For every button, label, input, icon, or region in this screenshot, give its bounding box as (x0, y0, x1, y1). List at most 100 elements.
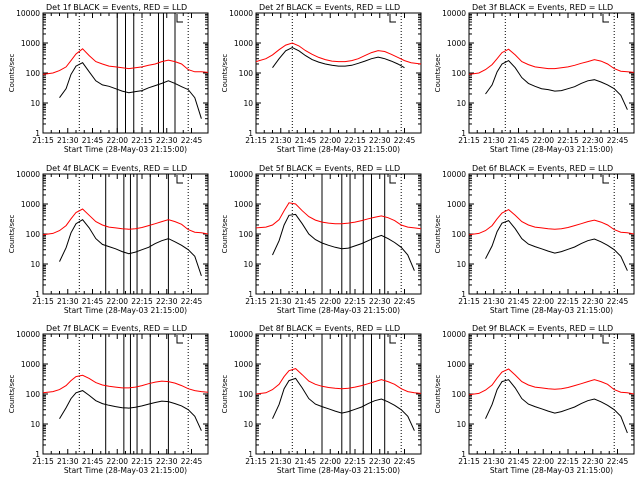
y-tick-label: 10000 (442, 330, 466, 339)
x-tick-label: 22:45 (181, 136, 203, 145)
y-tick-label: 1000 (234, 39, 253, 48)
x-tick-label: 21:15 (458, 457, 480, 466)
x-tick-label: 21:45 (295, 136, 317, 145)
x-tick-label: 22:30 (582, 457, 604, 466)
y-tick-label: 10000 (229, 330, 253, 339)
x-tick-label: 21:15 (245, 297, 267, 306)
x-tick-label: 21:15 (32, 297, 54, 306)
y-tick-label: 10000 (442, 170, 466, 179)
corner-marker (602, 175, 609, 184)
lld-series-line (42, 208, 209, 236)
y-tick-label: 1 (35, 450, 40, 459)
plot-frame (255, 12, 422, 134)
y-tick-label: 10000 (16, 9, 40, 18)
lld-series-line (255, 202, 422, 230)
chart-title: Det 9f BLACK = Events, RED = LLD (472, 324, 613, 333)
corner-marker (389, 335, 396, 344)
x-tick-label: 21:15 (32, 457, 54, 466)
y-axis-label: Counts/sec (221, 375, 229, 414)
chart-panel-9: Det 9f BLACK = Events, RED = LLD 1 10 100 10… (434, 324, 635, 475)
x-tick-label: 21:30 (57, 457, 79, 466)
plot-frame (42, 333, 209, 455)
corner-marker (176, 175, 183, 184)
x-tick-label: 22:45 (394, 297, 416, 306)
chart-panel-8: Det 8f BLACK = Events, RED = LLD 1 10 100 10… (221, 324, 422, 475)
y-tick-label: 100 (26, 390, 41, 399)
y-tick-label: 10000 (229, 9, 253, 18)
y-tick-label: 100 (26, 69, 41, 78)
y-tick-label: 1000 (447, 360, 466, 369)
x-tick-label: 21:30 (270, 297, 292, 306)
x-tick-label: 21:30 (57, 136, 79, 145)
y-tick-label: 1 (461, 290, 466, 299)
x-tick-label: 22:45 (607, 297, 629, 306)
x-tick-label: 22:15 (344, 297, 366, 306)
y-axis-label: Counts/sec (434, 375, 442, 414)
x-axis-label: Start Time (28-May-03 21:15:00) (64, 306, 187, 315)
y-tick-label: 1000 (21, 360, 40, 369)
chart-title: Det 1f BLACK = Events, RED = LLD (46, 3, 187, 12)
y-tick-label: 1000 (447, 200, 466, 209)
y-tick-label: 1000 (21, 200, 40, 209)
chart-panel-2: Det 2f BLACK = Events, RED = LLD 1 10 100 10… (221, 3, 422, 154)
chart-title: Det 4f BLACK = Events, RED = LLD (46, 164, 187, 173)
x-tick-label: 22:00 (106, 136, 128, 145)
x-axis-label: Start Time (28-May-03 21:15:00) (64, 466, 187, 475)
y-axis-label: Counts/sec (221, 54, 229, 93)
chart-panel-5: Det 5f BLACK = Events, RED = LLD 1 10 100 10… (221, 164, 422, 315)
x-tick-label: 22:45 (181, 297, 203, 306)
lld-series-line (468, 368, 635, 396)
lld-series-line (255, 42, 422, 65)
y-tick-label: 10000 (442, 9, 466, 18)
x-tick-label: 22:45 (607, 136, 629, 145)
x-tick-label: 22:00 (319, 457, 341, 466)
x-tick-label: 22:30 (369, 297, 391, 306)
plot-frame (468, 173, 635, 295)
y-tick-label: 100 (452, 230, 467, 239)
corner-marker (602, 335, 609, 344)
x-tick-label: 21:45 (508, 136, 530, 145)
chart-panel-6: Det 6f BLACK = Events, RED = LLD 1 10 100 10… (434, 164, 635, 315)
y-axis-label: Counts/sec (8, 375, 16, 414)
x-axis-label: Start Time (28-May-03 21:15:00) (277, 145, 400, 154)
y-tick-label: 10 (456, 99, 466, 108)
x-tick-label: 22:15 (131, 136, 153, 145)
events-series-line (272, 213, 415, 271)
x-tick-label: 21:45 (82, 297, 104, 306)
y-tick-label: 10 (456, 260, 466, 269)
events-series-line (59, 390, 202, 431)
x-tick-label: 22:00 (106, 457, 128, 466)
y-tick-label: 10 (30, 99, 40, 108)
y-tick-label: 100 (239, 69, 254, 78)
y-tick-label: 1000 (234, 200, 253, 209)
x-axis-label: Start Time (28-May-03 21:15:00) (277, 306, 400, 315)
y-tick-label: 10000 (229, 170, 253, 179)
chart-title: Det 7f BLACK = Events, RED = LLD (46, 324, 187, 333)
x-tick-label: 22:00 (532, 457, 554, 466)
x-tick-label: 21:30 (483, 457, 505, 466)
x-tick-label: 22:00 (319, 136, 341, 145)
plot-frame (468, 12, 635, 134)
events-series-line (272, 47, 405, 69)
x-tick-label: 21:45 (295, 457, 317, 466)
x-tick-label: 22:15 (131, 297, 153, 306)
x-tick-label: 21:45 (82, 136, 104, 145)
corner-marker (602, 14, 609, 23)
x-tick-label: 22:30 (582, 136, 604, 145)
y-tick-label: 100 (452, 390, 467, 399)
x-tick-label: 22:30 (582, 297, 604, 306)
y-tick-label: 100 (239, 230, 254, 239)
chart-title: Det 2f BLACK = Events, RED = LLD (259, 3, 400, 12)
y-tick-label: 10 (456, 420, 466, 429)
x-tick-label: 22:45 (394, 457, 416, 466)
x-tick-label: 22:30 (156, 457, 178, 466)
x-tick-label: 22:45 (607, 457, 629, 466)
x-tick-label: 21:45 (295, 297, 317, 306)
chart-panel-7: Det 7f BLACK = Events, RED = LLD 1 10 100 10… (8, 324, 209, 475)
x-tick-label: 22:15 (344, 136, 366, 145)
x-tick-label: 22:15 (557, 457, 579, 466)
y-tick-label: 1000 (21, 39, 40, 48)
x-axis-label: Start Time (28-May-03 21:15:00) (490, 145, 613, 154)
x-tick-label: 22:15 (557, 297, 579, 306)
